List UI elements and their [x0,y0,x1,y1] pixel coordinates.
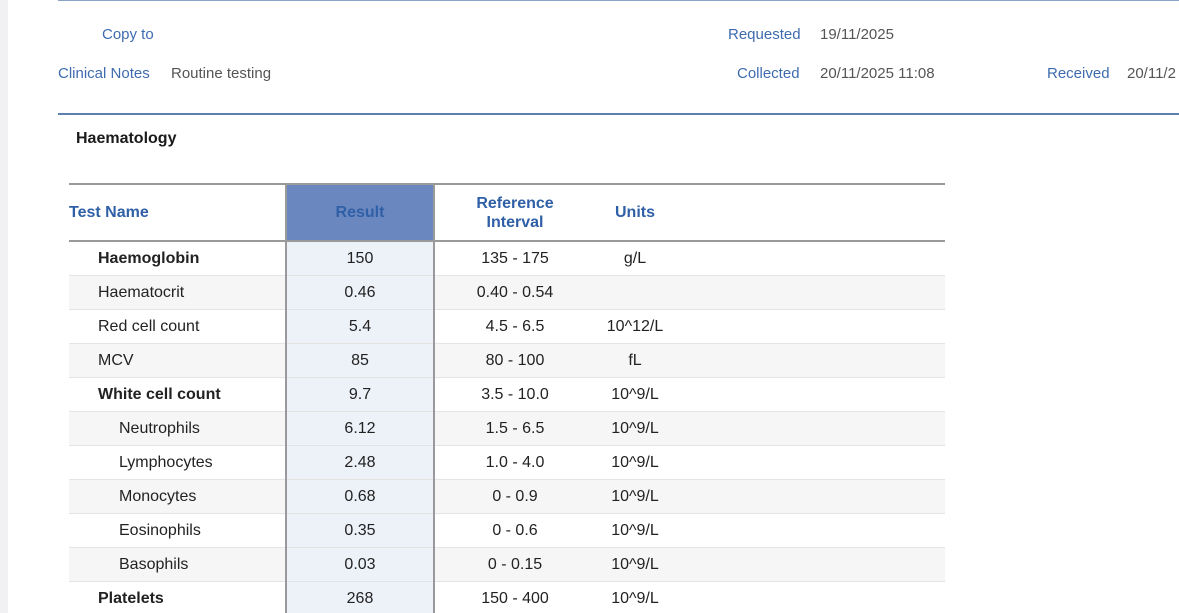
table-row: Platelets 268 150 - 400 10^9/L [69,581,945,613]
table-row: Haematocrit 0.46 0.40 - 0.54 [69,275,945,310]
table-row: Basophils 0.03 0 - 0.15 10^9/L [69,547,945,582]
test-name-cell: Red cell count [69,309,286,344]
test-name-cell: White cell count [69,377,286,412]
reference-cell: 0 - 0.6 [434,513,595,548]
header-reference-line2: Interval [486,213,544,231]
received-value: 20/11/2 [1127,65,1176,82]
result-cell: 2.48 [285,445,435,480]
header-reference-line1: Reference [476,194,554,212]
spacer-cell [675,513,945,548]
units-cell: g/L [595,241,675,276]
reference-cell: 4.5 - 6.5 [434,309,595,344]
received-label: Received [1047,65,1110,82]
spacer-cell [675,241,945,276]
table-row: Red cell count 5.4 4.5 - 6.5 10^12/L [69,309,945,344]
table-row: White cell count 9.7 3.5 - 10.0 10^9/L [69,377,945,412]
result-cell: 150 [285,241,435,276]
collected-value: 20/11/2025 11:08 [820,65,935,82]
spacer-cell [675,343,945,378]
header-result: Result [285,183,435,242]
section-divider [58,113,1179,115]
copy-to-label: Copy to [102,26,154,43]
units-cell: 10^9/L [595,547,675,582]
reference-cell: 80 - 100 [434,343,595,378]
units-cell: 10^9/L [595,445,675,480]
units-cell [595,275,675,310]
result-cell: 0.03 [285,547,435,582]
result-cell: 0.46 [285,275,435,310]
collected-label: Collected [737,65,800,82]
top-divider [58,0,1179,1]
table-row: Monocytes 0.68 0 - 0.9 10^9/L [69,479,945,514]
result-cell: 0.68 [285,479,435,514]
table-row: Neutrophils 6.12 1.5 - 6.5 10^9/L [69,411,945,446]
header-test-name: Test Name [69,183,286,242]
result-cell: 85 [285,343,435,378]
test-name-cell: Haemoglobin [69,241,286,276]
units-cell: 10^12/L [595,309,675,344]
result-cell: 268 [285,581,435,613]
test-name-cell: Haematocrit [69,275,286,310]
header-spacer [675,183,945,242]
reference-cell: 0 - 0.15 [434,547,595,582]
requested-value: 19/11/2025 [820,26,894,43]
table-row: MCV 85 80 - 100 fL [69,343,945,378]
spacer-cell [675,411,945,446]
units-cell: 10^9/L [595,513,675,548]
test-name-cell: Eosinophils [69,513,286,548]
result-cell: 0.35 [285,513,435,548]
units-cell: 10^9/L [595,377,675,412]
result-cell: 5.4 [285,309,435,344]
requested-label: Requested [728,26,801,43]
reference-cell: 150 - 400 [434,581,595,613]
spacer-cell [675,445,945,480]
test-name-cell: Basophils [69,547,286,582]
header-units: Units [595,183,675,242]
spacer-cell [675,547,945,582]
section-title: Haematology [76,130,177,147]
units-cell: fL [595,343,675,378]
reference-cell: 1.0 - 4.0 [434,445,595,480]
spacer-cell [675,377,945,412]
result-cell: 9.7 [285,377,435,412]
result-cell: 6.12 [285,411,435,446]
table-row: Eosinophils 0.35 0 - 0.6 10^9/L [69,513,945,548]
test-name-cell: Monocytes [69,479,286,514]
spacer-cell [675,309,945,344]
test-name-cell: Platelets [69,581,286,613]
header-reference-interval: Reference Interval [434,183,595,242]
table-row: Lymphocytes 2.48 1.0 - 4.0 10^9/L [69,445,945,480]
spacer-cell [675,581,945,613]
table-row: Haemoglobin 150 135 - 175 g/L [69,241,945,276]
reference-cell: 1.5 - 6.5 [434,411,595,446]
test-name-cell: MCV [69,343,286,378]
test-name-cell: Lymphocytes [69,445,286,480]
spacer-cell [675,275,945,310]
table-header-row: Test Name Result Reference Interval Units [69,183,945,242]
results-table: Test Name Result Reference Interval Units… [69,183,945,613]
reference-cell: 135 - 175 [434,241,595,276]
reference-cell: 0.40 - 0.54 [434,275,595,310]
units-cell: 10^9/L [595,581,675,613]
clinical-notes-value: Routine testing [171,65,272,82]
spacer-cell [675,479,945,514]
test-name-cell: Neutrophils [69,411,286,446]
left-gutter [0,0,8,613]
units-cell: 10^9/L [595,411,675,446]
reference-cell: 3.5 - 10.0 [434,377,595,412]
units-cell: 10^9/L [595,479,675,514]
reference-cell: 0 - 0.9 [434,479,595,514]
clinical-notes-label: Clinical Notes [58,65,150,82]
